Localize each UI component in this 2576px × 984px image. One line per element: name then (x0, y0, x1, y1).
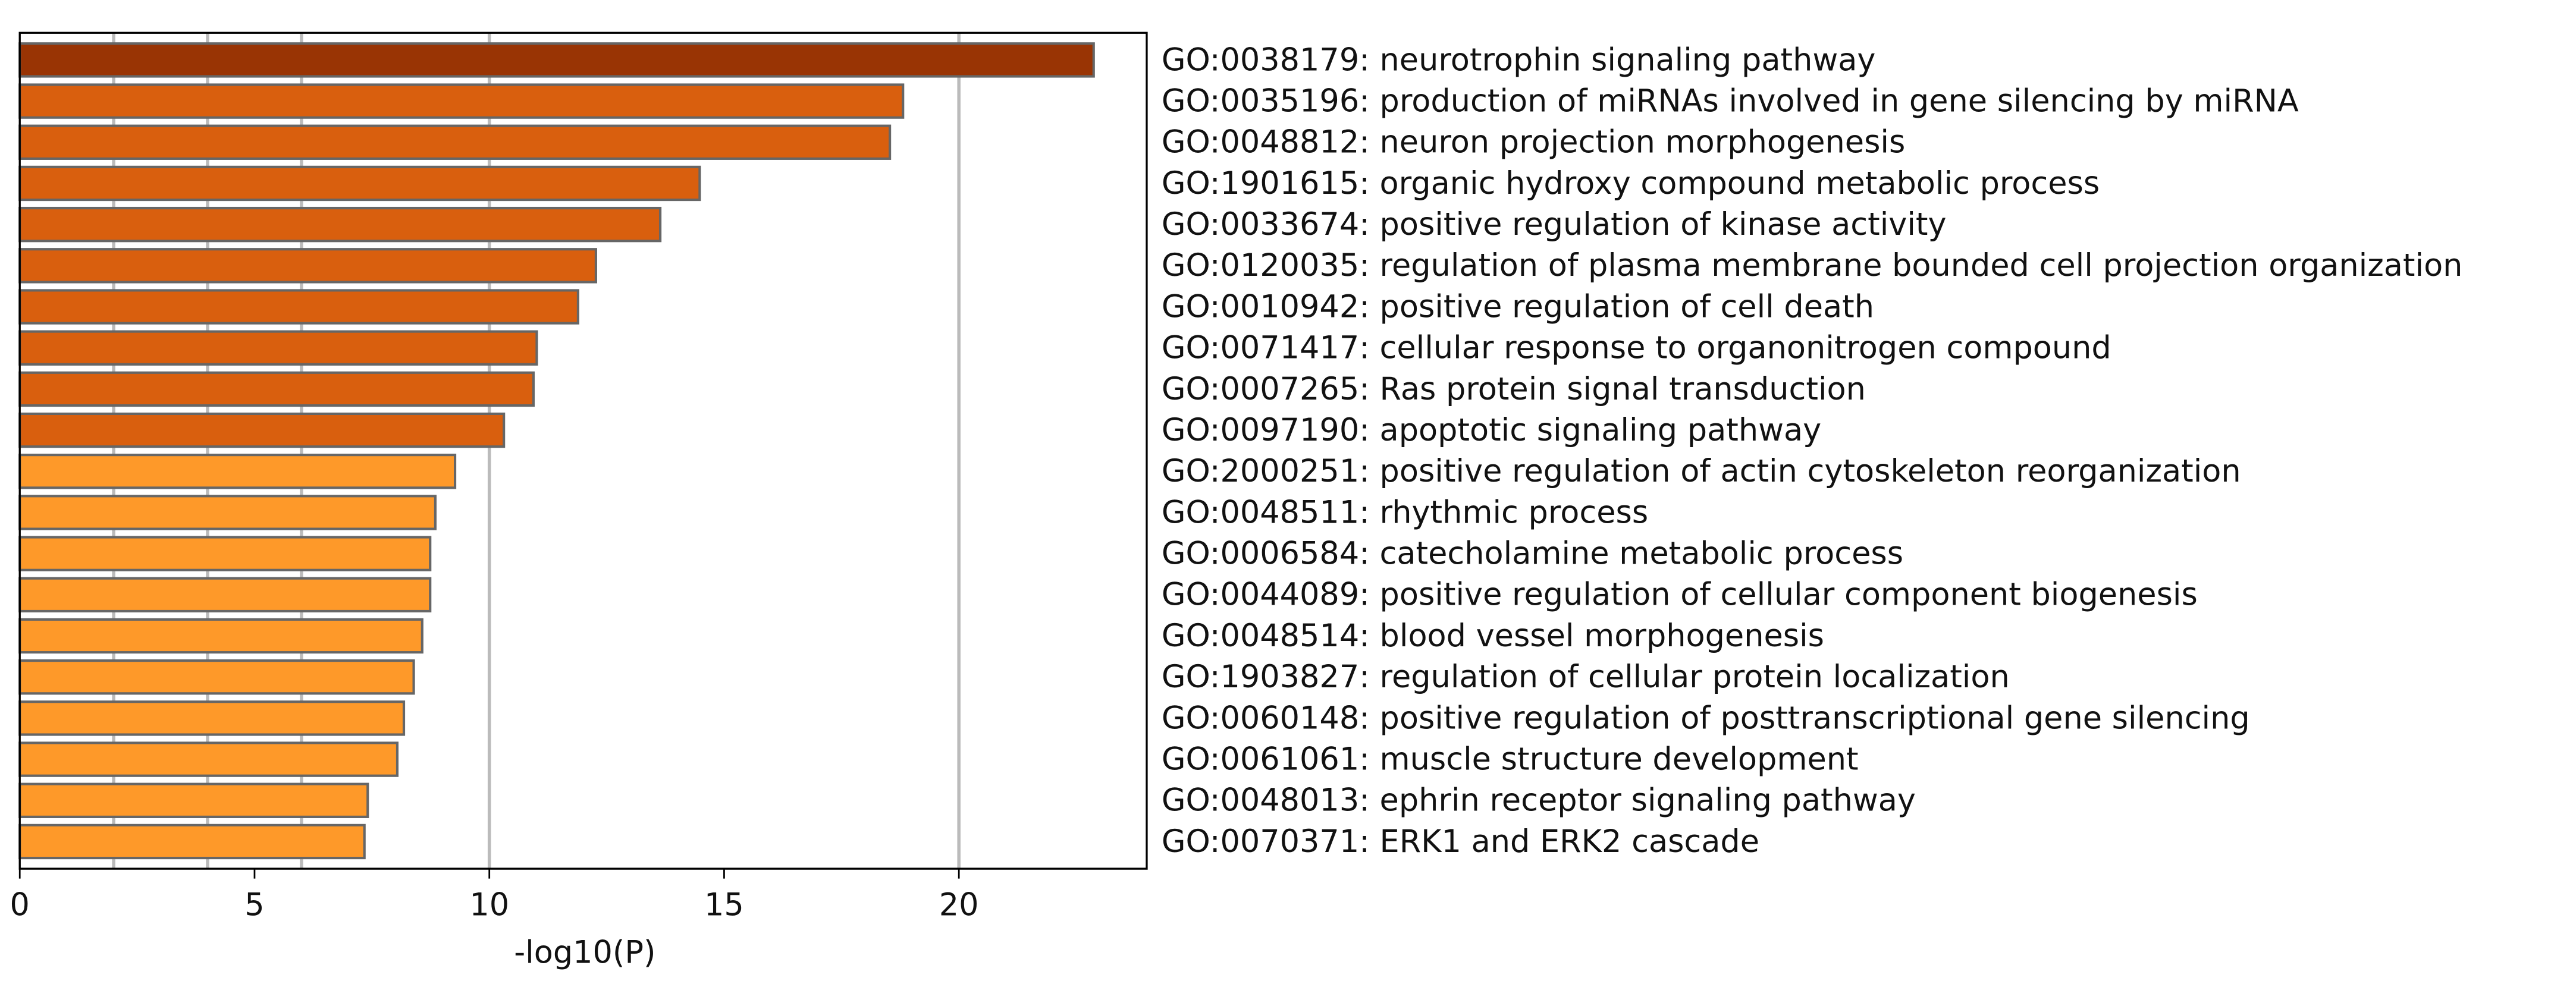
bar (18, 289, 579, 325)
plot-frame (18, 32, 1148, 870)
category-label: GO:0048013: ephrin receptor signaling pa… (1162, 782, 1916, 819)
category-label: GO:1901615: organic hydroxy compound met… (1162, 165, 2100, 202)
bar (18, 330, 538, 366)
x-tick-label: 0 (10, 886, 30, 923)
category-label: GO:0048511: rhythmic process (1162, 494, 1648, 530)
bar (18, 823, 366, 860)
category-label: GO:0010942: positive regulation of cell … (1162, 288, 1874, 325)
bar (18, 659, 415, 695)
category-label: GO:0097190: apoptotic signaling pathway (1162, 412, 1821, 448)
bar (18, 741, 399, 777)
x-tick-label: 10 (469, 886, 509, 923)
bar (18, 248, 597, 284)
category-label: GO:0044089: positive regulation of cellu… (1162, 577, 2198, 613)
bar (18, 206, 662, 243)
category-label: GO:1903827: regulation of cellular prote… (1162, 659, 2010, 695)
category-label: GO:0070371: ERK1 and ERK2 cascade (1162, 823, 1759, 860)
category-label: GO:0060148: positive regulation of postt… (1162, 700, 2250, 736)
bar (18, 124, 892, 160)
bar (18, 782, 369, 818)
bar (18, 371, 535, 407)
category-label: GO:0048514: blood vessel morphogenesis (1162, 618, 1824, 654)
bar (18, 536, 432, 571)
category-label: GO:0061061: muscle structure development (1162, 741, 1859, 777)
category-label: GO:0071417: cellular response to organon… (1162, 330, 2111, 366)
category-label: GO:0006584: catecholamine metabolic proc… (1162, 536, 1903, 572)
bar (18, 495, 437, 530)
category-label: GO:0038179: neurotrophin signaling pathw… (1162, 42, 1876, 78)
bar (18, 618, 423, 654)
bar (18, 454, 457, 489)
category-label: GO:2000251: positive regulation of actin… (1162, 453, 2241, 489)
category-label: GO:0035196: production of miRNAs involve… (1162, 83, 2299, 119)
bar (18, 42, 1095, 78)
x-tick-label: 20 (939, 886, 979, 923)
category-label: GO:0048812: neuron projection morphogene… (1162, 124, 1906, 161)
category-label: GO:0120035: regulation of plasma membran… (1162, 247, 2463, 284)
x-axis-label: -log10(P) (514, 934, 655, 970)
bar (18, 165, 701, 202)
bar (18, 412, 506, 448)
category-label: GO:0007265: Ras protein signal transduct… (1162, 371, 1866, 407)
bar (18, 83, 905, 119)
category-label: GO:0033674: positive regulation of kinas… (1162, 206, 1947, 243)
x-tick-label: 5 (244, 886, 264, 923)
bar (18, 577, 432, 613)
bar (18, 700, 406, 736)
x-tick-label: 15 (704, 886, 744, 923)
